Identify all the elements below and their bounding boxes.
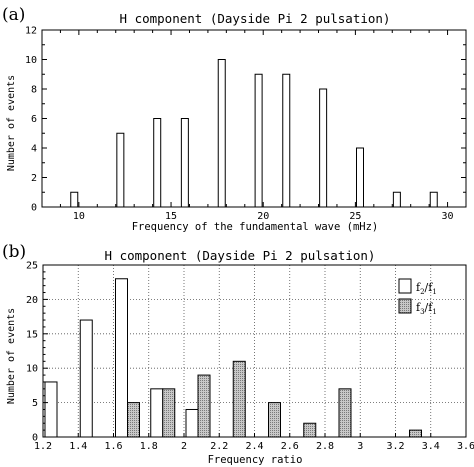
bar (356, 147, 364, 208)
y-tick-label: 12 (25, 26, 37, 37)
y-tick-label: 4 (31, 144, 37, 155)
x-tick-label: 30 (442, 211, 454, 222)
bar-f3-f1 (338, 388, 352, 438)
bar-f2-f1 (44, 381, 58, 438)
x-tick-label: 3.2 (386, 441, 404, 452)
panel-b-plot: 1.2 1.4 1.6 1.8 2 2.2 2.4 2.6 2.8 3 3.2 3.4 3.6 0 5 10 1… (26, 261, 474, 453)
y-tick-label: 0 (31, 203, 37, 214)
y-tick-label: 10 (26, 364, 38, 375)
legend: f2/f1 f3/f1 (398, 278, 437, 316)
y-tick-label: 15 (26, 329, 38, 340)
x-tick-label: 2.6 (281, 441, 299, 452)
legend-swatch-f3-f1 (398, 298, 412, 314)
bar (116, 132, 125, 208)
bar (180, 118, 189, 208)
y-tick-label: 8 (31, 85, 37, 96)
x-tick-label: 2.2 (210, 441, 228, 452)
y-tick-label: 2 (31, 173, 37, 184)
y-tick-label: 0 (32, 433, 38, 444)
x-tick-label: 2 (181, 441, 187, 452)
x-tick-label: 1.2 (34, 441, 52, 452)
x-tick-label: 25 (349, 211, 361, 222)
legend-label-f3-f1: f3/f1 (416, 301, 437, 316)
bar-f3-f1 (127, 402, 140, 438)
x-tick-label: 10 (73, 211, 85, 222)
panel-b-title: H component (Dayside Pi 2 pulsation) (105, 248, 376, 263)
x-tick-label: 3 (357, 441, 363, 452)
panel-b-label: (b) (2, 242, 26, 262)
x-tick-label: 1.6 (104, 441, 122, 452)
bar-f2-f1 (79, 319, 93, 438)
y-tick-label: 25 (26, 261, 38, 272)
x-tick-label: 20 (257, 211, 269, 222)
bar (153, 118, 162, 208)
bar-f2-f1 (185, 408, 199, 438)
bar (429, 191, 438, 208)
bar (282, 73, 291, 208)
bar (70, 191, 79, 208)
x-tick-label: 1.4 (69, 441, 87, 452)
panel-a-title: H component (Dayside Pi 2 pulsation) (120, 11, 391, 26)
panel-a-plot: 10 15 20 25 30 0 2 4 6 8 10 12 (25, 26, 467, 222)
panel-a-xlabel: Frequency of the fundamental wave (mHz) (132, 221, 379, 233)
x-tick-label: 2.8 (316, 441, 334, 452)
bar-f3-f1 (409, 429, 422, 438)
bar-f2-f1 (150, 388, 164, 438)
x-tick-label: 3.6 (457, 441, 474, 452)
x-tick-label: 1.8 (140, 441, 158, 452)
panel-b-xlabel: Frequency ratio (208, 454, 303, 466)
bar (319, 88, 328, 208)
legend-swatch-f2-f1 (398, 278, 412, 294)
bar-f2-f1 (115, 278, 128, 438)
y-tick-label: 10 (25, 55, 37, 66)
bar (217, 59, 226, 208)
x-tick-label: 3.4 (422, 441, 440, 452)
y-tick-label: 6 (31, 114, 37, 125)
legend-label-f2-f1: f2/f1 (416, 281, 437, 296)
bar-f3-f1 (232, 360, 246, 438)
panel-b-ylabel: Number of events (6, 308, 17, 404)
x-tick-label: 15 (165, 211, 177, 222)
y-tick-label: 20 (26, 295, 38, 306)
bar-f3-f1 (268, 402, 281, 438)
bar (254, 73, 263, 208)
bar-f3-f1 (197, 374, 211, 438)
y-tick-label: 5 (32, 398, 38, 409)
bar-f3-f1 (303, 422, 317, 438)
bar-f3-f1 (162, 388, 176, 438)
panel-a-ylabel: Number of events (6, 75, 17, 171)
x-tick-label: 2.4 (245, 441, 263, 452)
panel-a-label: (a) (2, 5, 25, 25)
plot-frame (41, 29, 467, 208)
bar (392, 191, 401, 208)
